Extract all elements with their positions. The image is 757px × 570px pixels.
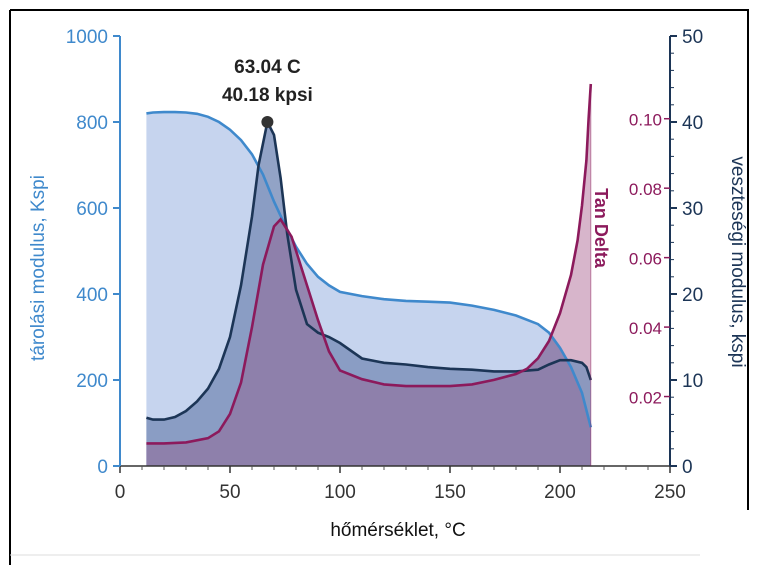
y-left-tick-label: 800 [76,113,108,134]
y-left-tick-label: 0 [97,457,108,478]
x-axis-label: hőmérséklet, °C [330,520,465,541]
series-lines [146,83,593,445]
y-tan-tick-label: 0.06 [629,250,662,269]
y-right-tick-label: 50 [682,27,703,48]
y-tan-axis-label: Tan Delta [591,188,611,269]
tan-delta-line [146,83,593,445]
y-left-tick-label: 600 [76,199,108,220]
annotation: 63.04 C 40.18 kpsi [222,57,313,128]
y-right-tick-label: 20 [682,285,703,306]
peak-marker [261,116,274,128]
x-tick-label: 200 [544,482,576,503]
x-tick-label: 250 [654,482,686,503]
y-right-tick-label: 30 [682,199,703,220]
tick-labels: 0 50 100 150 200 250 0 200 400 600 800 1000 0 10 20 30 4… [66,27,703,503]
x-tick-label: 50 [219,482,240,503]
y-tan-tick-label: 0.10 [629,111,662,130]
y-right-tick-label: 40 [682,113,703,134]
peak-annotation-temperature: 63.04 C [234,57,301,78]
y-right-axis-label: veszteségi modulus, kspi [727,156,748,367]
y-left-tick-label: 200 [76,371,108,392]
y-tan-tick-label: 0.02 [629,389,662,408]
y-left-axis-label: tárolási modulus, Kspi [28,175,49,361]
axes [113,35,677,473]
loss-modulus-line [146,118,593,421]
y-right-tick-label: 10 [682,371,703,392]
y-tan-tick-label: 0.08 [629,180,662,199]
x-tick-label: 150 [434,482,466,503]
peak-annotation-value: 40.18 kpsi [222,85,313,106]
y-right-tick-label: 0 [682,457,693,478]
storage-modulus-line [146,110,593,428]
x-tick-label: 100 [324,482,356,503]
y-left-tick-label: 400 [76,285,108,306]
x-tick-label: 0 [115,482,126,503]
frame-top-border [10,9,749,510]
y-left-tick-label: 1000 [66,27,108,48]
y-tan-tick-label: 0.04 [629,319,662,338]
area-fills [146,84,591,466]
